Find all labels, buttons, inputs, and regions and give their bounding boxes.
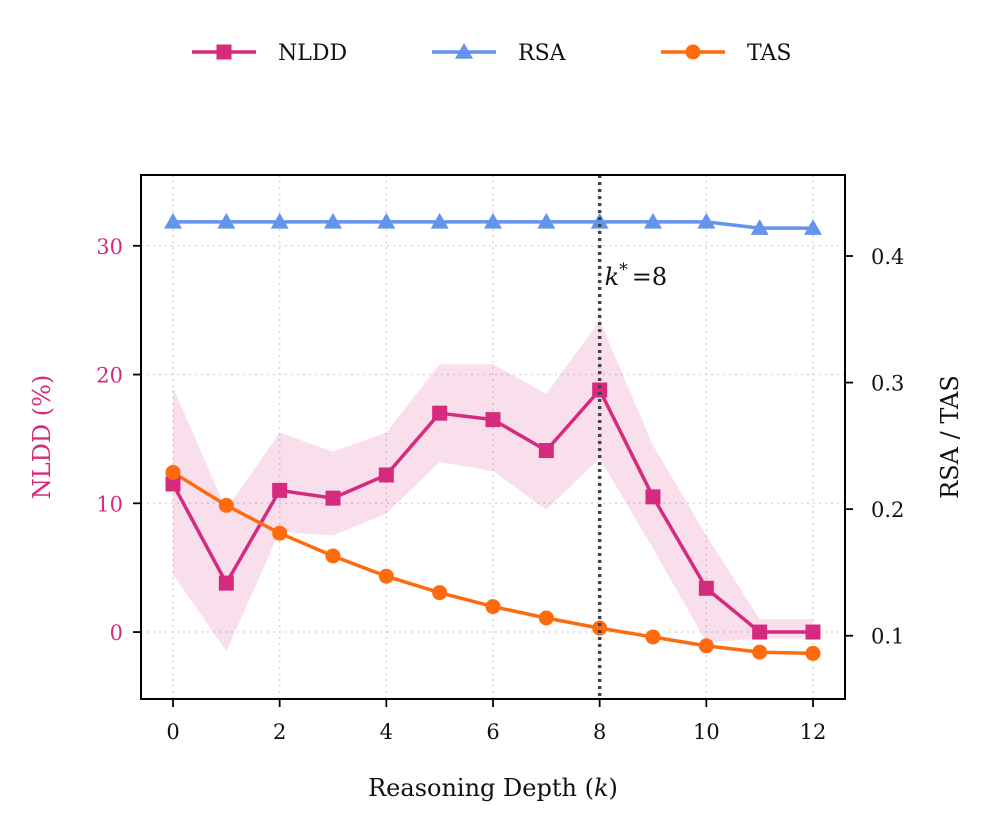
nldd-point [218, 575, 234, 591]
rsa-point [430, 212, 449, 229]
rsa-point [217, 212, 236, 229]
y-right-tick-label: 0.2 [871, 498, 904, 522]
nldd-point [645, 489, 661, 505]
legend-tas-marker [685, 44, 701, 60]
rsa-point [377, 212, 396, 229]
annotation: k* =8 [597, 175, 667, 699]
rsa-point [324, 212, 342, 229]
legend-nldd-marker [216, 44, 232, 60]
x-tick-label: 10 [693, 720, 720, 744]
tas-point [805, 645, 821, 661]
rsa-point [537, 212, 556, 229]
x-tick-label: 12 [800, 720, 827, 744]
tas-point [378, 568, 394, 584]
rsa-point [804, 219, 822, 235]
tas-point [272, 525, 288, 541]
y-left-tick-label: 10 [96, 492, 123, 516]
nldd-point [378, 467, 394, 483]
nldd-point [272, 482, 288, 498]
axis-titles: Reasoning Depth (k) NLDD (%) RSA / TAS [28, 375, 964, 802]
x-tick-label: 2 [273, 720, 286, 744]
nldd-point [432, 405, 448, 421]
x-tick-label: 0 [166, 720, 179, 744]
x-axis: 0 2 4 6 8 10 12 [166, 699, 826, 744]
nldd-point [165, 476, 181, 492]
tas-point [752, 644, 768, 660]
y-right-tick-label: 0.3 [871, 372, 904, 396]
legend-nldd-label: NLDD [278, 41, 347, 66]
rsa-point [164, 212, 182, 229]
legend: NLDD RSA TAS [192, 41, 791, 66]
rsa-point [484, 212, 502, 229]
tas-point [592, 620, 608, 636]
tas-point [485, 599, 501, 615]
y-left-tick-label: 0 [110, 621, 123, 645]
nldd-point [325, 490, 341, 506]
rsa-point [697, 212, 716, 229]
tas-point [165, 464, 181, 480]
legend-tas-label: TAS [747, 41, 791, 66]
y-right-tick-label: 0.4 [871, 245, 904, 269]
x-tick-label: 8 [593, 720, 606, 744]
nldd-point [592, 382, 608, 398]
nldd-band [173, 320, 813, 652]
x-tick-label: 4 [380, 720, 393, 744]
tas-point [698, 638, 714, 654]
nldd-point [698, 580, 714, 596]
y-axis-left: 0 10 20 30 [96, 235, 141, 645]
nldd-point [538, 443, 554, 459]
tas-point [325, 548, 341, 564]
y-right-axis-title: RSA / TAS [936, 375, 964, 499]
x-axis-title: Reasoning Depth (k) [368, 774, 618, 802]
k-star-label: k* =8 [605, 260, 667, 291]
nldd-point [485, 412, 501, 428]
nldd-point [805, 624, 821, 640]
y-right-tick-label: 0.1 [871, 625, 904, 649]
x-tick-label: 6 [486, 720, 499, 744]
legend-rsa-label: RSA [518, 41, 567, 66]
tas-point [645, 629, 661, 645]
y-axis-right: 0.1 0.2 0.3 0.4 [845, 245, 904, 649]
y-left-tick-label: 30 [96, 235, 123, 259]
y-left-tick-label: 20 [96, 364, 123, 388]
tas-point [432, 585, 448, 601]
nldd-confidence-band [173, 320, 813, 652]
nldd-point [752, 624, 768, 640]
rsa-point [750, 219, 769, 235]
tas-point [538, 610, 554, 626]
y-left-axis-title: NLDD (%) [28, 375, 56, 500]
tas-point [218, 497, 234, 513]
series-markers [164, 212, 822, 661]
rsa-point [644, 212, 662, 229]
rsa-point [590, 212, 609, 229]
rsa-point [270, 212, 289, 229]
legend-rsa-marker [455, 43, 473, 59]
